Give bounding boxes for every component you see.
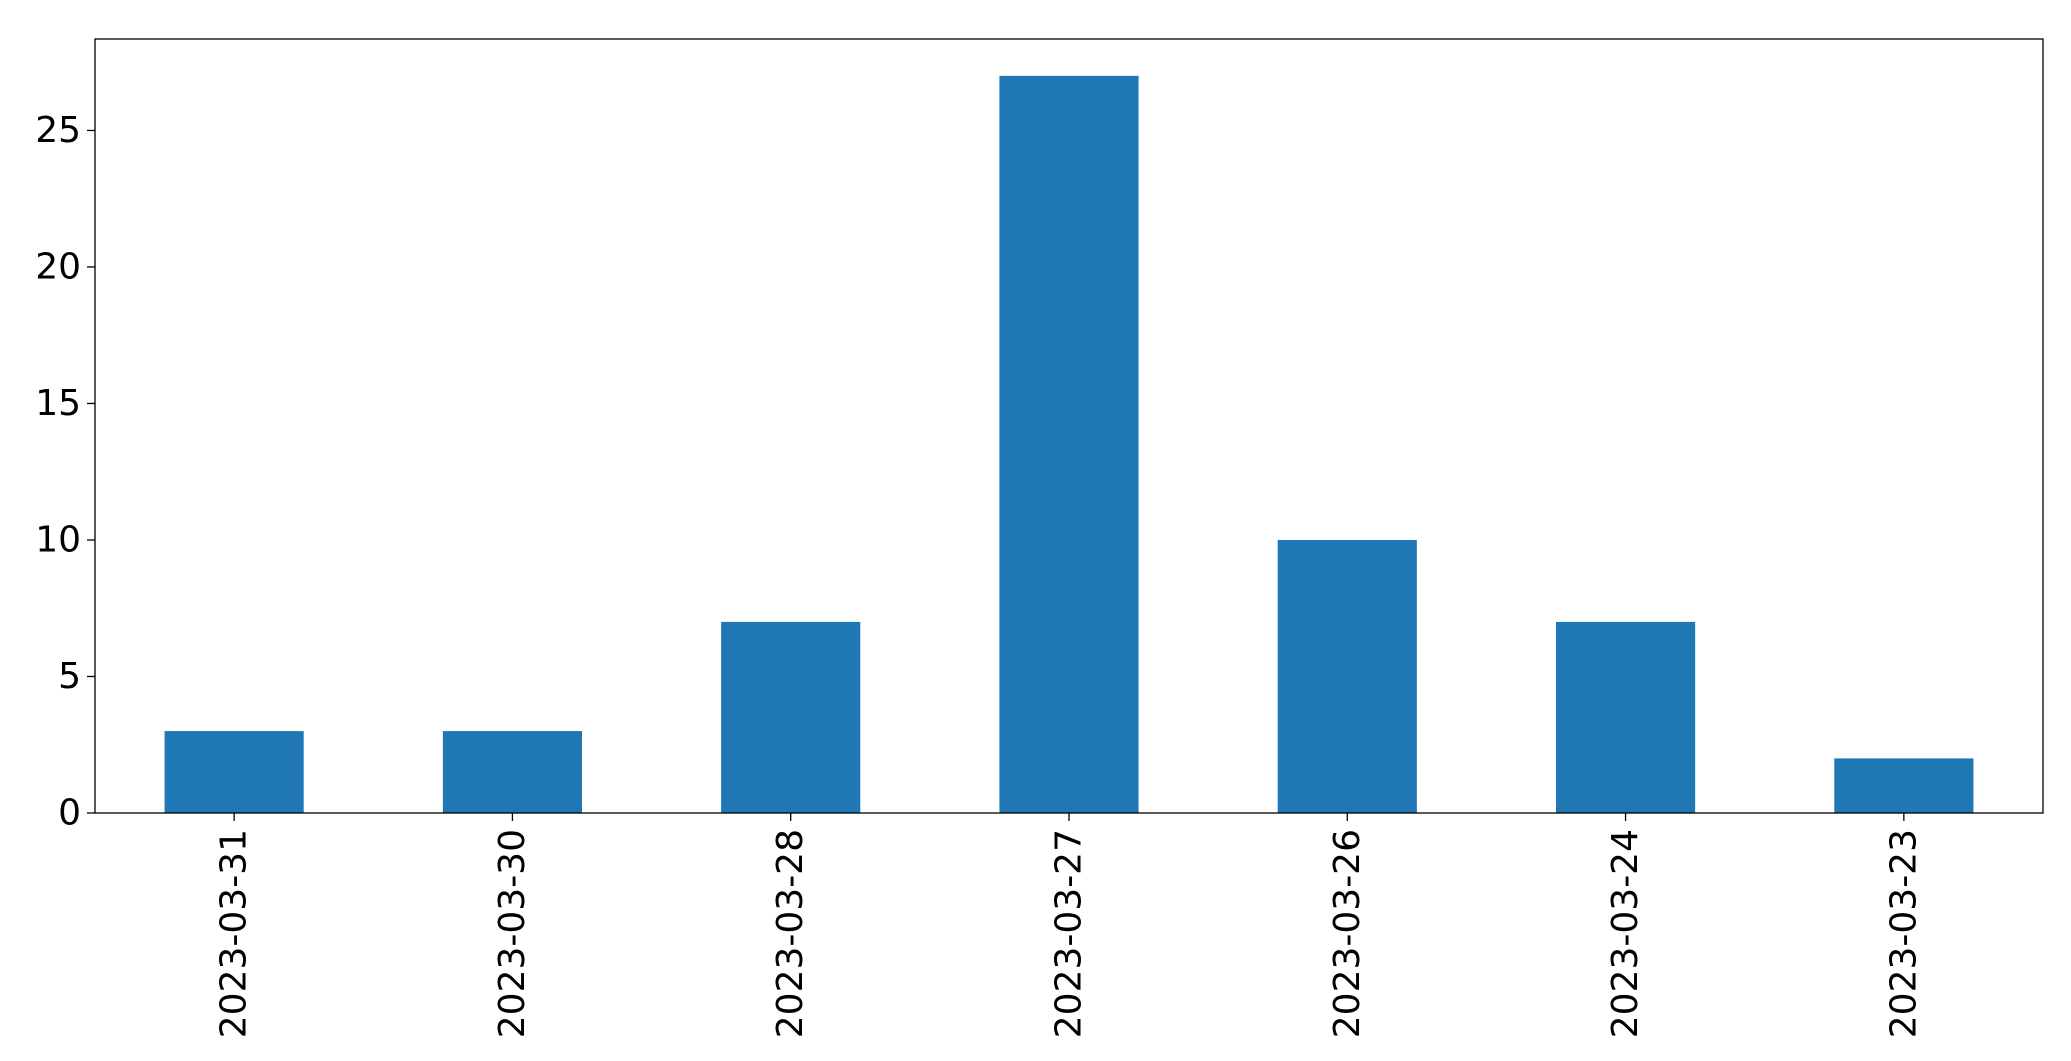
y-tick-label: 10 <box>35 519 81 560</box>
plot-frame <box>94 38 2044 814</box>
x-tick-label: 2023-03-27 <box>1049 829 1090 1038</box>
y-tick-label: 15 <box>35 383 81 424</box>
bar-2023-03-26 <box>1277 539 1417 813</box>
x-axis-ticks: 2023-03-31 2023-03-30 2023-03-28 2023-03-27… <box>214 813 1924 1038</box>
bar-2023-03-27 <box>999 75 1139 814</box>
bar-2023-03-30 <box>442 731 582 813</box>
x-tick-label: 2023-03-28 <box>770 829 811 1038</box>
bar-2023-03-28 <box>721 621 861 813</box>
y-tick-label: 0 <box>58 793 81 834</box>
y-tick-label: 5 <box>58 656 81 697</box>
x-tick-label: 2023-03-26 <box>1327 829 1368 1038</box>
y-tick-label: 25 <box>35 110 81 151</box>
x-tick-label: 2023-03-23 <box>1883 829 1924 1038</box>
bar-2023-03-23 <box>1834 758 1974 813</box>
bars-group <box>164 75 1974 814</box>
x-tick-label: 2023-03-24 <box>1605 829 1646 1038</box>
x-tick-label: 2023-03-30 <box>492 829 533 1038</box>
y-tick-label: 20 <box>35 246 81 287</box>
x-tick-label: 2023-03-31 <box>214 829 255 1038</box>
y-axis-ticks: 0 5 10 15 20 25 <box>35 110 95 834</box>
bar-2023-03-24 <box>1556 621 1696 813</box>
bar-2023-03-31 <box>164 731 304 813</box>
